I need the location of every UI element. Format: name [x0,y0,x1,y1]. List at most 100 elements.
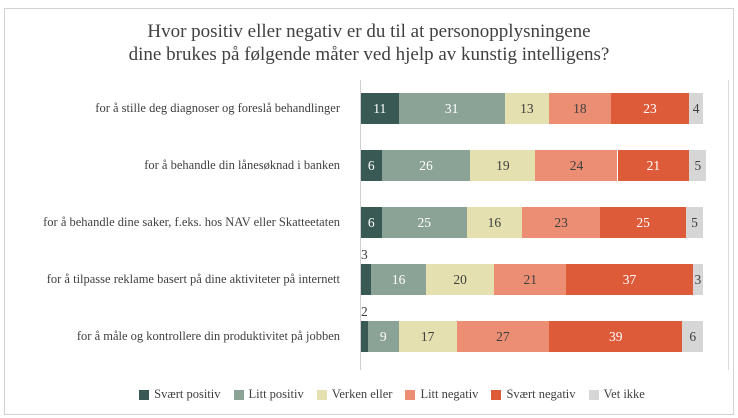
bar-segment: 23 [521,207,601,238]
bar-value-label: 16 [487,214,502,230]
bar-segment: 39 [549,321,683,352]
legend-swatch-icon [316,389,327,400]
bar-value-label: 19 [496,157,510,173]
category-axis-line [360,80,361,370]
bar-value-label: 3 [694,271,702,287]
bar-value-label: 5 [691,214,698,230]
bar-value-label: 6 [689,328,697,344]
plot-right-border [728,80,729,370]
bar-value-label: 5 [694,157,702,173]
bar-value-label: 21 [523,271,538,287]
chart-row: for å tilpasse reklame basert på dine ak… [4,247,734,308]
bar-segment: 20 [425,264,495,295]
bar-value-label: 24 [569,157,584,173]
bar-value-label: 6 [367,214,375,230]
bar-segment: 9 [367,321,399,352]
bar-value-label: 18 [573,100,587,116]
bar-value-label: 17 [420,328,435,344]
stacked-bar: 3 16 20 21 37 3 [361,247,734,295]
bar-value-label: 16 [391,271,406,287]
legend-label: Verken eller [331,387,393,401]
bar-value-label: 4 [692,100,700,116]
bar-segment: 5 [685,207,703,238]
bar-value-label: 20 [453,271,467,287]
legend-swatch-icon [491,389,502,400]
legend-label: Litt positiv [248,387,304,401]
bar-value-label: 31 [444,100,459,116]
legend-item: Svært negativ [491,387,576,402]
stacked-bar: 11 31 13 18 23 4 [361,93,734,124]
legend-item: Svært positiv [139,387,221,402]
chart-frame-border [4,8,734,415]
bar-segment: 25 [600,207,686,238]
chart-title-line2: dine brukes på følgende måter ved hjelp … [128,44,610,65]
bar-segment: 16 [467,207,522,238]
bar-segment: 21 [617,150,690,181]
bar-segment: 11 [361,93,399,124]
chart-row: for å stille deg diagnoser og foreslå be… [4,80,734,137]
stacked-bar: 6 25 16 23 25 5 [361,207,734,238]
bar-value-label: 23 [643,100,657,116]
bar-segment: 26 [381,150,471,181]
chart-title: Hvor positiv eller negativ er du til at … [0,20,738,66]
legend-swatch-icon [139,389,150,400]
bar-segment: 31 [398,93,505,124]
category-label: for å tilpasse reklame basert på dine ak… [46,272,340,286]
legend-label: Svært positiv [154,387,221,401]
bar-value-label: 26 [419,157,433,173]
bar-value-label: 11 [373,100,387,116]
bar-value-label: 25 [636,214,650,230]
bar-value-label: 37 [622,271,637,287]
bar-value-label: 25 [417,214,432,230]
bar-value-label: 23 [554,214,568,230]
bar-segment: 6 [361,207,382,238]
bar-value-label: 21 [646,157,661,173]
bar-value-label: 27 [496,328,510,344]
bar-value-label: 13 [520,100,534,116]
category-label: for å stille deg diagnoser og foreslå be… [95,101,340,115]
category-label: for å behandle din lånesøknad i banken [144,158,340,172]
bar-segment: 19 [470,150,536,181]
bar-segment: 5 [689,150,707,181]
chart-row: for å behandle dine saker, f.eks. hos NA… [4,194,734,251]
bar-segment: 6 [361,150,382,181]
chart-row: for å måle og kontrollere din produktivi… [4,304,734,365]
stacked-bar: 6 26 19 24 21 5 [361,150,734,181]
bar-segment: 37 [566,264,693,295]
legend-label: Svært negativ [506,387,576,401]
bar-segment: 13 [504,93,550,124]
legend-swatch-icon [405,389,416,400]
bar-value-label-outside: 2 [361,304,368,319]
bar-segment: 6 [682,321,703,352]
legend-swatch-icon [588,389,599,400]
bar-segment: 16 [371,264,426,295]
legend-label: Litt negativ [420,387,479,401]
legend: Svært positiv Litt positiv Verken eller Lit… [0,387,738,402]
bar-segment: 17 [398,321,457,352]
bar-value-label: 9 [379,328,387,344]
bar-segment [361,321,368,352]
category-label: for å behandle dine saker, f.eks. hos NA… [43,215,340,229]
chart-row: for å behandle din lånesøknad i banken 6 2… [4,137,734,194]
category-label: for å måle og kontrollere din produktivi… [76,329,340,343]
plot-area: for å stille deg diagnoser og foreslå be… [4,80,734,370]
bar-value-label-outside: 3 [361,247,368,262]
bar-segment: 18 [549,93,611,124]
legend-item: Litt positiv [233,387,304,402]
legend-item: Verken eller [316,387,393,402]
bar-segment: 24 [535,150,618,181]
bar-segment [361,264,372,295]
bar-segment: 21 [494,264,567,295]
chart-title-line1: Hvor positiv eller negativ er du til at … [147,21,591,42]
bar-segment: 23 [610,93,690,124]
bar-segment: 4 [689,93,703,124]
legend-label: Vet ikke [603,387,645,401]
bar-segment: 27 [456,321,550,352]
legend-item: Vet ikke [588,387,645,402]
stacked-bar: 2 9 17 27 39 6 [361,304,734,352]
bar-segment: 25 [381,207,468,238]
bar-segment: 3 [692,264,703,295]
legend-item: Litt negativ [405,387,478,402]
bar-value-label: 6 [367,157,375,173]
